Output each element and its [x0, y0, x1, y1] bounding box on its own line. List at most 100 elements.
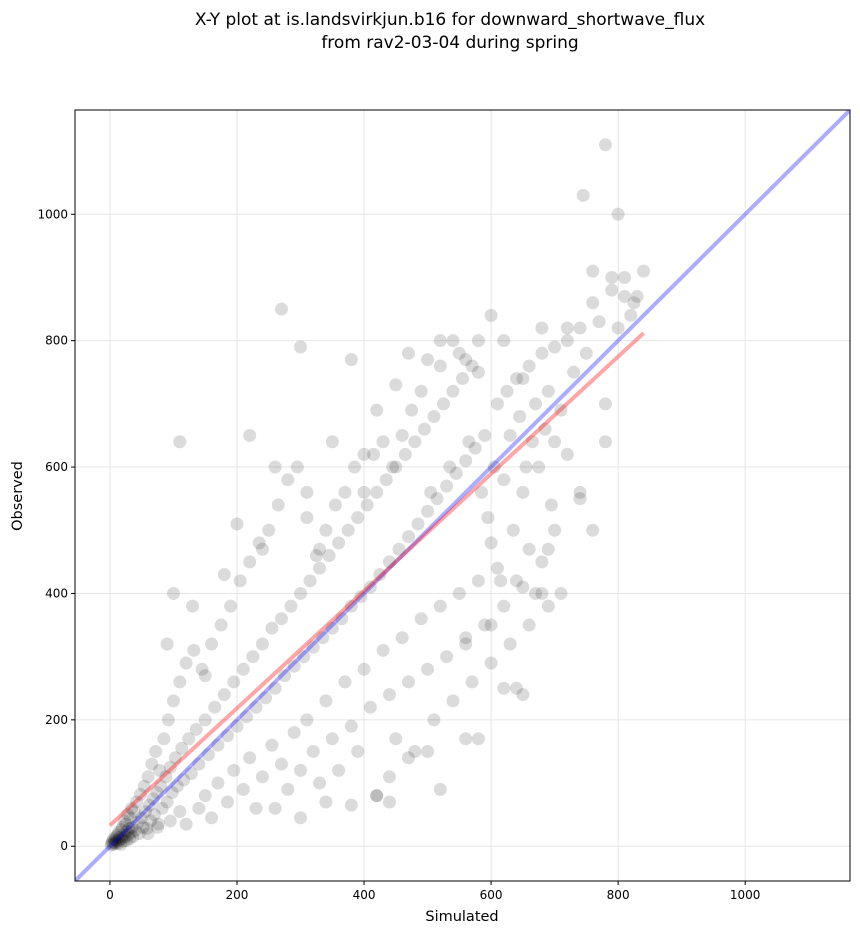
- data-point: [243, 555, 257, 569]
- data-point: [309, 549, 323, 563]
- data-point: [554, 586, 568, 600]
- data-point: [370, 789, 384, 803]
- data-point: [189, 722, 203, 736]
- data-point: [548, 435, 562, 449]
- data-point: [382, 795, 396, 809]
- data-point: [532, 460, 546, 474]
- data-point: [611, 207, 625, 221]
- data-point: [341, 523, 355, 537]
- data-point: [112, 833, 126, 847]
- data-point: [440, 479, 454, 493]
- data-point: [121, 808, 135, 822]
- data-point: [598, 138, 612, 152]
- data-point: [367, 447, 381, 461]
- data-point: [443, 460, 457, 474]
- data-point: [357, 447, 371, 461]
- y-tick-label: 400: [45, 586, 68, 600]
- data-point: [405, 403, 419, 417]
- data-point: [255, 770, 269, 784]
- data-point: [322, 549, 336, 563]
- data-point: [217, 567, 231, 581]
- data-point: [481, 511, 495, 525]
- data-point: [105, 836, 119, 850]
- data-point: [297, 650, 311, 664]
- data-point: [446, 384, 460, 398]
- data-point: [459, 353, 473, 367]
- data-point: [133, 787, 147, 801]
- data-point: [456, 372, 469, 386]
- data-point: [165, 786, 179, 800]
- data-point: [408, 744, 422, 758]
- x-axis-ticks: 0 200 400 600 800 1000: [106, 881, 760, 902]
- data-point: [573, 492, 587, 506]
- data-point: [471, 574, 485, 588]
- data-point: [116, 820, 130, 834]
- data-point: [114, 823, 128, 837]
- data-point: [560, 334, 574, 348]
- data-point: [408, 435, 422, 449]
- data-point: [294, 763, 308, 777]
- data-point: [630, 289, 644, 303]
- data-point: [522, 618, 536, 632]
- data-point: [519, 460, 533, 474]
- data-point: [166, 694, 180, 708]
- x-tick-label: 1000: [730, 888, 761, 902]
- data-point: [268, 460, 282, 474]
- data-point: [586, 264, 600, 278]
- data-point: [290, 460, 304, 474]
- data-point: [586, 296, 600, 310]
- data-point: [344, 353, 358, 367]
- data-point: [440, 650, 454, 664]
- data-point: [205, 637, 219, 651]
- data-point: [535, 346, 549, 360]
- data-point: [117, 828, 131, 842]
- data-point: [123, 832, 137, 846]
- data-point: [107, 835, 121, 849]
- data-point: [130, 795, 144, 809]
- data-point: [122, 822, 136, 836]
- data-point: [163, 814, 177, 828]
- data-point: [344, 798, 358, 812]
- data-point: [373, 567, 387, 581]
- data-point: [124, 825, 138, 839]
- data-point: [163, 760, 177, 774]
- data-point: [592, 315, 606, 329]
- data-point: [268, 681, 282, 695]
- data-point: [421, 353, 435, 367]
- data-point: [522, 359, 536, 373]
- data-point: [281, 782, 295, 796]
- data-point: [113, 830, 127, 844]
- data-point: [274, 612, 288, 626]
- data-point: [484, 618, 498, 632]
- data-point: [131, 815, 145, 829]
- data-point: [173, 804, 187, 818]
- data-point: [389, 460, 403, 474]
- plot-frame: [74, 109, 851, 882]
- data-point: [471, 732, 485, 746]
- data-point: [146, 792, 160, 806]
- data-point: [433, 782, 447, 796]
- data-point: [306, 640, 320, 654]
- data-point: [198, 669, 212, 683]
- data-point: [351, 744, 365, 758]
- data-point: [459, 732, 473, 746]
- data-point: [465, 359, 479, 373]
- data-point: [332, 763, 346, 777]
- data-point: [497, 599, 511, 613]
- data-point: [166, 586, 180, 600]
- data-point: [389, 378, 403, 392]
- data-point: [300, 485, 314, 499]
- data-point: [627, 296, 641, 310]
- data-point: [360, 498, 374, 512]
- data-point: [142, 798, 156, 812]
- data-point: [548, 523, 562, 537]
- data-point: [139, 804, 153, 818]
- data-point: [236, 782, 250, 796]
- data-point: [240, 710, 254, 724]
- data-point: [157, 732, 171, 746]
- data-point: [325, 732, 339, 746]
- data-point: [509, 372, 523, 386]
- data-point: [513, 410, 527, 424]
- data-point: [579, 346, 593, 360]
- data-point: [351, 511, 365, 525]
